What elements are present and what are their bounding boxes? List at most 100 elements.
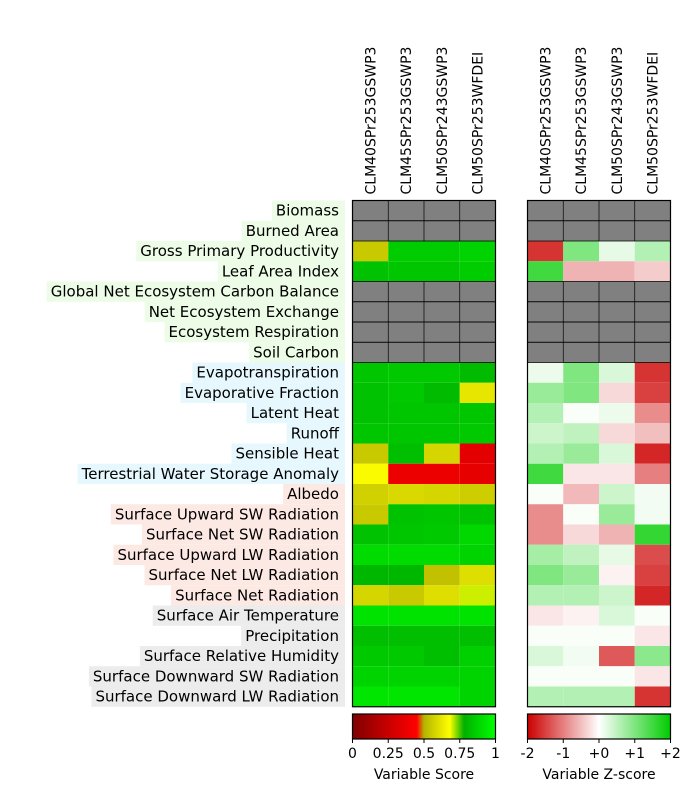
score-cell bbox=[424, 423, 460, 444]
zscore-cell bbox=[527, 544, 564, 565]
score-cell bbox=[459, 423, 496, 444]
zscore-cell bbox=[563, 625, 599, 646]
zscore-cell bbox=[563, 443, 599, 464]
score-cell bbox=[388, 382, 424, 403]
score-cell bbox=[352, 220, 389, 241]
score-cell bbox=[459, 403, 496, 424]
zscore-cell bbox=[563, 565, 599, 586]
score-cell bbox=[424, 200, 460, 221]
score-cell bbox=[352, 646, 389, 667]
row-label-background bbox=[46, 281, 345, 302]
zscore-cell bbox=[527, 342, 564, 363]
score-cell bbox=[388, 544, 424, 565]
row-label: Ecosystem Respiration bbox=[169, 323, 339, 341]
zscore-cell bbox=[563, 484, 599, 505]
score-cell bbox=[459, 565, 496, 586]
zscore-cell bbox=[634, 301, 671, 322]
score-cell bbox=[424, 524, 460, 545]
score-cell bbox=[388, 403, 424, 424]
zscore-cell bbox=[599, 524, 635, 545]
zscore-cell bbox=[599, 544, 635, 565]
score-cell bbox=[388, 261, 424, 282]
zscore-cell bbox=[634, 686, 671, 707]
score-cell bbox=[424, 605, 460, 626]
zscore-cell bbox=[563, 666, 599, 687]
zscore-cell bbox=[563, 524, 599, 545]
zscore-cell bbox=[563, 605, 599, 626]
zscore-cell bbox=[634, 524, 671, 545]
score-cell bbox=[388, 322, 424, 343]
zscore-colorbar-tick-label: +1 bbox=[624, 746, 645, 762]
row-label-background bbox=[192, 362, 345, 383]
column-label: CLM50SPr253WFDEI bbox=[646, 52, 662, 195]
score-cell bbox=[352, 625, 389, 646]
score-cell bbox=[459, 686, 496, 707]
zscore-cell bbox=[634, 585, 671, 606]
row-label: Latent Heat bbox=[251, 404, 340, 422]
zscore-cell bbox=[599, 281, 635, 302]
score-cell bbox=[352, 342, 389, 363]
score-cell bbox=[459, 342, 496, 363]
zscore-cell bbox=[527, 281, 564, 302]
zscore-cell bbox=[634, 362, 671, 383]
score-cell bbox=[388, 585, 424, 606]
score-cell bbox=[424, 463, 460, 484]
score-cell bbox=[424, 443, 460, 464]
row-label-background bbox=[217, 261, 345, 282]
zscore-cell bbox=[563, 686, 599, 707]
score-cell bbox=[352, 403, 389, 424]
zscore-cell bbox=[563, 463, 599, 484]
row-label-background bbox=[180, 382, 345, 403]
row-label: Runoff bbox=[291, 424, 340, 442]
zscore-cell bbox=[599, 423, 635, 444]
score-cell bbox=[352, 504, 389, 525]
zscore-cell bbox=[599, 322, 635, 343]
zscore-cell bbox=[634, 423, 671, 444]
row-label-background bbox=[286, 423, 345, 444]
row-label: Gross Primary Productivity bbox=[140, 242, 339, 260]
zscore-cell bbox=[527, 443, 564, 464]
zscore-cell bbox=[599, 625, 635, 646]
zscore-cell bbox=[527, 220, 564, 241]
zscore-cell bbox=[563, 423, 599, 444]
row-label-background bbox=[231, 443, 345, 464]
zscore-cell bbox=[634, 646, 671, 667]
column-label: CLM50SPr243GSWP3 bbox=[610, 47, 626, 195]
score-cell bbox=[388, 423, 424, 444]
score-cell bbox=[388, 646, 424, 667]
score-cell bbox=[388, 443, 424, 464]
zscore-cell bbox=[563, 544, 599, 565]
zscore-cell bbox=[527, 585, 564, 606]
score-cell bbox=[352, 686, 389, 707]
row-label-background bbox=[241, 220, 345, 241]
zscore-cell bbox=[634, 484, 671, 505]
zscore-cell bbox=[634, 342, 671, 363]
row-label-background bbox=[144, 565, 345, 586]
zscore-cell bbox=[527, 322, 564, 343]
column-label: CLM50SPr243GSWP3 bbox=[435, 47, 451, 195]
score-cell bbox=[424, 646, 460, 667]
score-cell bbox=[352, 463, 389, 484]
zscore-cell bbox=[527, 565, 564, 586]
score-cell bbox=[459, 200, 496, 221]
zscore-cell bbox=[599, 220, 635, 241]
zscore-cell bbox=[527, 504, 564, 525]
row-label: Sensible Heat bbox=[235, 445, 339, 463]
score-cell bbox=[424, 382, 460, 403]
score-cell bbox=[459, 463, 496, 484]
score-cell bbox=[352, 281, 389, 302]
zscore-cell bbox=[527, 666, 564, 687]
score-cell-frame bbox=[351, 199, 497, 708]
score-cell bbox=[459, 362, 496, 383]
score-cell bbox=[459, 220, 496, 241]
zscore-cell bbox=[527, 463, 564, 484]
zscore-cell bbox=[634, 565, 671, 586]
row-label-background bbox=[113, 544, 345, 565]
score-cell bbox=[352, 301, 389, 322]
zscore-cell bbox=[599, 443, 635, 464]
score-cell bbox=[388, 524, 424, 545]
column-label: CLM45SPr253GSWP3 bbox=[399, 47, 415, 195]
score-cell bbox=[459, 585, 496, 606]
zscore-cell bbox=[527, 403, 564, 424]
